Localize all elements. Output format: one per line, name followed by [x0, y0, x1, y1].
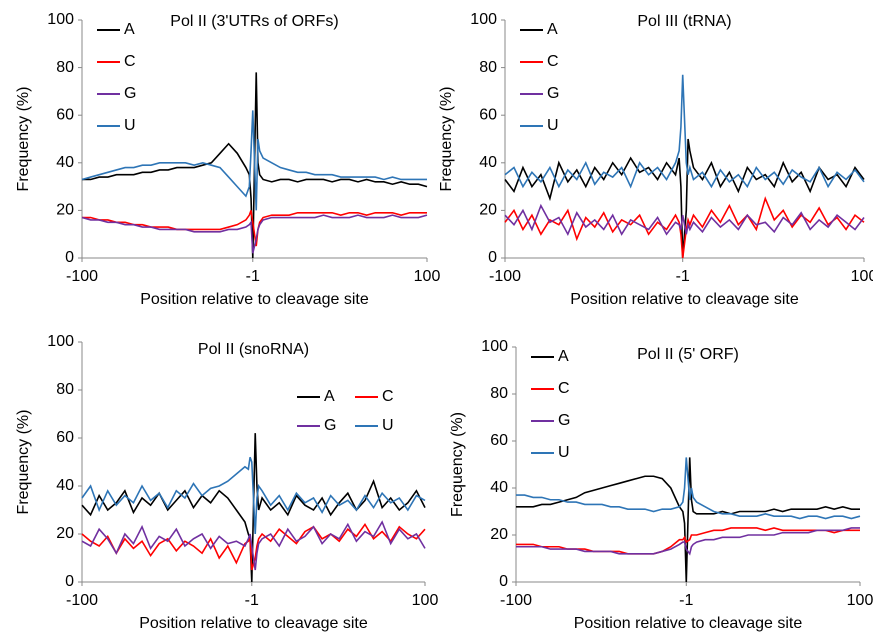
y-tick-label: 40 [479, 154, 497, 171]
y-tick-label: 100 [47, 333, 74, 350]
x-axis-label: Position relative to cleavage site [574, 615, 803, 632]
x-tick-label: 100 [851, 268, 873, 285]
series-line [81, 520, 426, 571]
x-tick-label: -1 [679, 592, 693, 609]
x-axis-label: Position relative to cleavage site [140, 291, 369, 308]
legend-label: A [124, 21, 135, 38]
series-line [504, 74, 865, 189]
y-tick-label: 20 [56, 525, 74, 542]
chart-title: Pol III (tRNA) [637, 13, 731, 30]
legend-label: U [382, 417, 394, 434]
panel: 0 20 40 60 80 100 -100 -1 100 Position relative t… [438, 11, 873, 308]
y-tick-label: 80 [490, 385, 508, 402]
x-tick-label: 100 [847, 592, 873, 609]
y-tick-label: 0 [65, 249, 74, 266]
y-tick-label: 0 [499, 573, 508, 590]
chart-title: Pol II (snoRNA) [198, 341, 309, 358]
y-axis-label: Frequency (%) [438, 87, 455, 192]
legend-label: C [558, 380, 570, 397]
series-line [81, 522, 426, 571]
legend-label: U [124, 117, 136, 134]
y-tick-label: 100 [481, 338, 508, 355]
y-tick-label: 80 [479, 59, 497, 76]
series-line [504, 203, 865, 237]
series-line [82, 210, 427, 247]
series-line [516, 527, 860, 556]
legend-label: C [124, 53, 136, 70]
y-tick-label: 60 [490, 432, 508, 449]
panel: 0 20 40 60 80 100 -100 -1 100 Position relative t… [449, 338, 873, 632]
legend-label: G [558, 412, 570, 429]
y-tick-label: 20 [490, 526, 508, 543]
x-tick-label: -100 [66, 268, 98, 285]
y-tick-label: 100 [47, 11, 74, 28]
x-tick-label: -100 [66, 592, 98, 609]
y-tick-label: 0 [65, 573, 74, 590]
y-tick-label: 20 [56, 202, 74, 219]
legend-label: C [547, 53, 559, 70]
y-tick-label: 40 [490, 479, 508, 496]
legend-label: A [324, 388, 335, 405]
y-tick-label: 40 [56, 477, 74, 494]
chart-title: Pol II (5' ORF) [637, 346, 739, 363]
series-line [81, 110, 427, 211]
legend-label: C [382, 388, 394, 405]
y-axis-label: Frequency (%) [15, 87, 32, 192]
y-tick-label: 20 [479, 202, 497, 219]
series-line [81, 214, 428, 254]
x-tick-label: -1 [245, 592, 259, 609]
series-line [81, 456, 426, 535]
y-tick-label: 60 [479, 106, 497, 123]
y-axis-label: Frequency (%) [449, 412, 466, 517]
x-axis-label: Position relative to cleavage site [139, 615, 368, 632]
legend-label: U [547, 117, 559, 134]
series-line [516, 457, 860, 583]
y-axis-label: Frequency (%) [15, 410, 32, 515]
legend-label: G [124, 85, 136, 102]
series-line [516, 527, 860, 555]
legend-label: A [558, 348, 569, 365]
y-tick-label: 100 [470, 11, 497, 28]
y-tick-label: 80 [56, 59, 74, 76]
y-tick-label: 80 [56, 381, 74, 398]
series-line [504, 138, 865, 259]
y-tick-label: 60 [56, 106, 74, 123]
chart-title: Pol II (3'UTRs of ORFs) [170, 13, 338, 30]
x-tick-label: -1 [246, 268, 260, 285]
x-tick-label: -1 [676, 268, 690, 285]
y-tick-label: 60 [56, 429, 74, 446]
panel: 0 20 40 60 80 100 -100 -1 100 Position relative t… [15, 11, 440, 308]
x-tick-label: 100 [412, 592, 439, 609]
x-tick-label: 100 [414, 268, 441, 285]
legend-label: A [547, 21, 558, 38]
x-tick-label: -100 [489, 268, 521, 285]
y-tick-label: 40 [56, 154, 74, 171]
y-tick-label: 0 [488, 249, 497, 266]
legend-label: U [558, 444, 570, 461]
x-axis-label: Position relative to cleavage site [570, 291, 799, 308]
x-tick-label: -100 [500, 592, 532, 609]
legend-label: G [547, 85, 559, 102]
panel: 0 20 40 60 80 100 -100 -1 100 Position relative t… [15, 333, 438, 632]
legend-label: G [324, 417, 336, 434]
series-line [516, 457, 861, 520]
